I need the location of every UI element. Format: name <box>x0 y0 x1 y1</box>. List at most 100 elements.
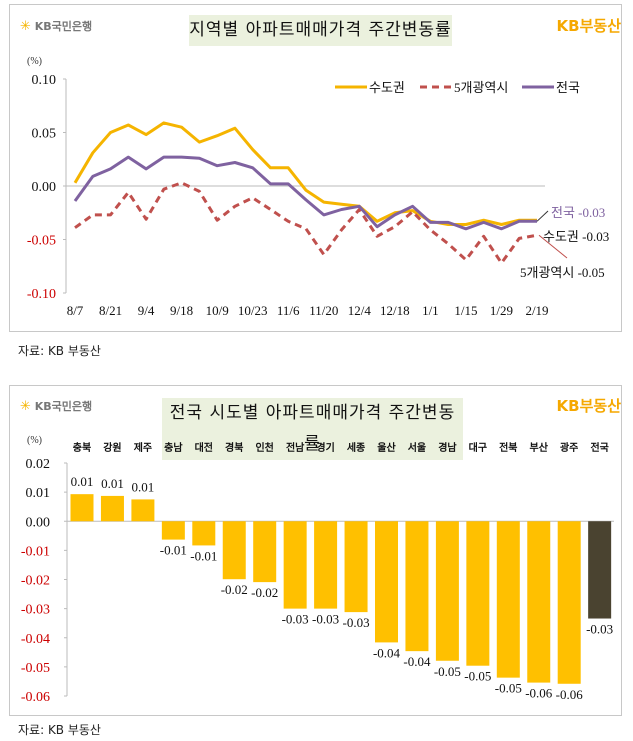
kb-bank-logo: ✳ KB국민은행 <box>20 18 92 34</box>
data-label: -0.05 <box>495 681 522 696</box>
annotation-metro5: 5개광역시 -0.05 <box>520 265 605 280</box>
y-tick-label: -0.02 <box>21 574 50 589</box>
line-chart-title: 지역별 아파트매매가격 주간변동률 <box>189 15 452 46</box>
x-tick-label: 9/18 <box>170 303 193 318</box>
category-label: 충북 <box>73 441 91 454</box>
bar-세종 <box>344 521 368 613</box>
bar-광주 <box>557 521 581 684</box>
data-label: 0.01 <box>132 479 155 494</box>
data-label: -0.06 <box>556 687 584 702</box>
category-label: 부산 <box>530 441 549 454</box>
bar-경기 <box>314 521 338 609</box>
bar-대구 <box>466 521 490 666</box>
kb-star-icon: ✳ <box>20 19 31 34</box>
series-line-1 <box>74 181 538 265</box>
y-unit-label: (%) <box>27 435 42 446</box>
bar-충남 <box>161 521 185 540</box>
category-label: 광주 <box>560 442 578 454</box>
y-tick-label: -0.05 <box>21 661 50 676</box>
data-label: -0.06 <box>525 686 553 701</box>
y-tick-label: 0.02 <box>26 457 51 472</box>
y-tick-label: 0.00 <box>26 515 51 530</box>
data-label: -0.03 <box>586 622 613 637</box>
bar-대전 <box>192 521 216 546</box>
category-label: 전북 <box>499 441 517 454</box>
legend-label: 전국 <box>556 80 580 95</box>
x-tick-label: 11/6 <box>277 303 300 318</box>
category-label: 전국 <box>590 441 608 454</box>
bar-강원 <box>100 495 124 522</box>
bar-전국 <box>588 521 612 619</box>
y-tick-label: 0.00 <box>32 180 57 195</box>
y-tick-label: 0.10 <box>32 73 57 88</box>
category-label: 울산 <box>377 441 396 454</box>
category-label: 경북 <box>225 441 243 454</box>
x-tick-label: 8/7 <box>67 303 84 318</box>
y-tick-label: -0.10 <box>27 287 56 302</box>
bar-울산 <box>375 521 398 643</box>
y-unit-label: (%) <box>27 56 42 67</box>
kb-realestate-logo: KB부동산 <box>556 17 621 35</box>
data-label: -0.03 <box>312 612 339 627</box>
category-label: 전남 <box>286 441 305 454</box>
data-label: -0.04 <box>403 654 431 669</box>
data-label: -0.05 <box>464 669 491 684</box>
x-tick-label: 10/9 <box>206 303 229 318</box>
kb-bank-text: KB국민은행 <box>34 20 93 33</box>
data-label: -0.04 <box>373 645 401 660</box>
data-label: 0.01 <box>101 476 124 491</box>
y-tick-label: -0.04 <box>21 632 50 647</box>
bar-chart-title: 전국 시도별 아파트매매가격 주간변동률 <box>162 398 463 460</box>
x-tick-label: 8/21 <box>99 303 122 318</box>
annotation-metro: 수도권 -0.03 <box>543 229 609 244</box>
source-note-1: 자료: KB 부동산 <box>18 344 101 358</box>
annotation-leader <box>536 210 549 222</box>
data-label: -0.02 <box>251 585 278 600</box>
category-label: 경기 <box>316 441 334 454</box>
x-tick-label: 1/15 <box>454 303 477 318</box>
x-tick-label: 1/29 <box>490 303 513 318</box>
category-label: 강원 <box>103 441 121 454</box>
x-tick-label: 9/4 <box>138 303 155 318</box>
category-label: 대구 <box>469 441 487 454</box>
x-tick-label: 12/18 <box>380 303 410 318</box>
category-label: 인천 <box>255 441 273 454</box>
category-label: 제주 <box>134 441 152 454</box>
bar-경남 <box>435 521 459 661</box>
bar-경북 <box>222 521 246 580</box>
y-tick-label: 0.01 <box>26 486 51 501</box>
data-label: -0.05 <box>434 664 461 679</box>
category-label: 충남 <box>164 441 183 454</box>
category-label: 경남 <box>438 441 457 454</box>
data-label: -0.01 <box>190 548 217 563</box>
data-label: -0.02 <box>221 582 248 597</box>
annotation-leader <box>538 234 568 259</box>
bar-전남 <box>283 521 307 609</box>
kb-bank-logo-2: ✳ KB국민은행 <box>20 398 92 414</box>
bar-부산 <box>527 521 551 683</box>
category-label: 세종 <box>347 441 365 454</box>
y-tick-label: -0.03 <box>21 603 50 618</box>
bar-충북 <box>70 494 94 522</box>
data-label: -0.01 <box>160 543 187 558</box>
kb-realestate-logo-2: KB부동산 <box>556 397 621 415</box>
x-tick-label: 1/1 <box>422 303 439 318</box>
source-note-2: 자료: KB 부동산 <box>18 723 101 737</box>
y-tick-label: -0.05 <box>27 234 56 249</box>
x-tick-label: 11/20 <box>309 303 338 318</box>
data-label: -0.03 <box>282 612 309 627</box>
category-label: 서울 <box>408 441 426 454</box>
kb-star-icon: ✳ <box>20 399 31 414</box>
legend-label: 5개광역시 <box>454 80 508 95</box>
data-label: -0.03 <box>343 615 370 630</box>
bar-서울 <box>405 521 429 652</box>
data-label: 0.01 <box>71 474 94 489</box>
category-label: 대전 <box>195 441 213 454</box>
bar-전북 <box>496 521 520 678</box>
kb-bank-text: KB국민은행 <box>34 400 93 413</box>
annotation-national: 전국 -0.03 <box>551 205 605 220</box>
line-chart: (%) 0.10 0.05 0.00 -0.05 -0.10 8/7 8/21 9/4 9/18 1… <box>27 56 609 318</box>
bar-인천 <box>253 521 277 583</box>
x-tick-label: 2/19 <box>525 303 548 318</box>
